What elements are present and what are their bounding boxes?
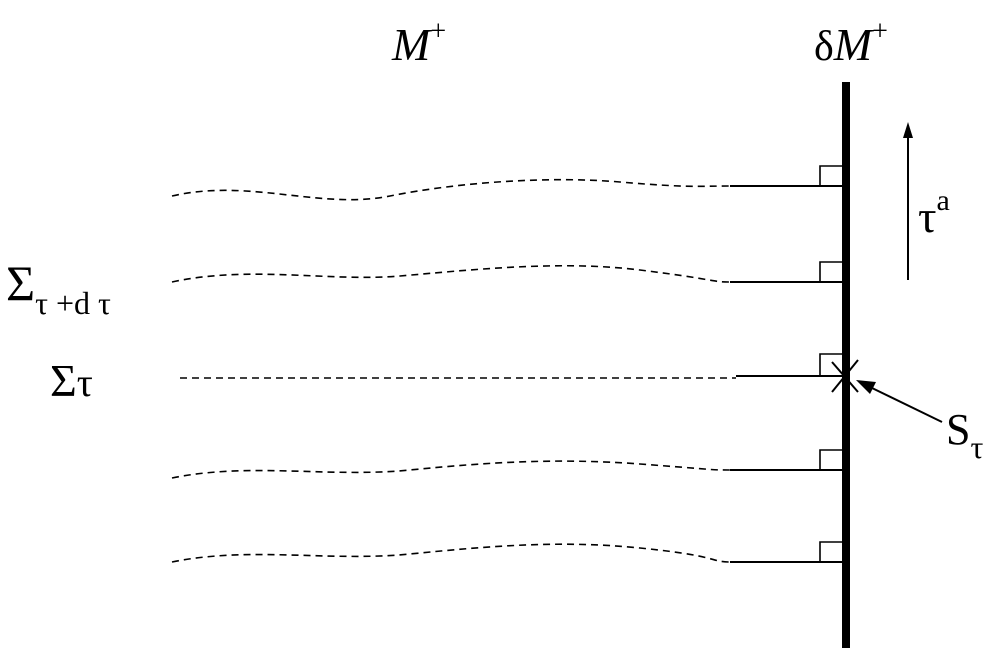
manifold-label: M+ (391, 16, 446, 70)
arrow-head (903, 122, 913, 138)
surface-pointer (856, 380, 943, 423)
slice-dashed-curve (171, 264, 731, 283)
sigma-label: Στ (50, 355, 93, 406)
right-angle-marker (819, 165, 842, 186)
slice-next (171, 261, 842, 283)
boundary-label: δM+ (814, 16, 888, 70)
pointer-head (856, 380, 876, 394)
right-angle-marker (819, 541, 842, 562)
tangent-arrow (903, 122, 913, 280)
pointer-shaft (871, 387, 943, 423)
slice (171, 449, 842, 479)
slice (171, 541, 842, 563)
slice-dashed-curve (171, 543, 731, 563)
right-angle-marker (819, 261, 842, 282)
slice-dashed-curve (171, 460, 731, 479)
slice-dashed-curve (171, 178, 731, 201)
slice (171, 165, 842, 201)
sigma-next-label: Στ +d τ (6, 255, 111, 321)
slice-current (180, 353, 859, 393)
surface-label: Sτ (946, 405, 983, 465)
right-angle-marker (819, 449, 842, 470)
tangent-label: τa (918, 184, 950, 242)
intersection-cross (831, 359, 859, 393)
right-angle-marker (819, 353, 842, 376)
